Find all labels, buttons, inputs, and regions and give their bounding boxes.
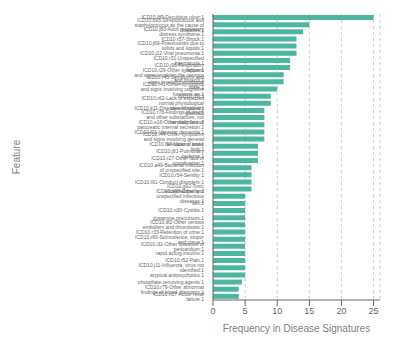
svg-text:ICD10.r44-Other symptomsand si: ICD10.r44-Other symptomsand signs involv… — [143, 131, 205, 147]
svg-text:15: 15 — [304, 306, 314, 316]
svg-text:ICD10.n30-Cystitis:1: ICD10.n30-Cystitis:1 — [158, 207, 204, 213]
svg-text:5: 5 — [243, 306, 248, 316]
svg-text:25: 25 — [369, 306, 379, 316]
svg-text:20: 20 — [336, 306, 346, 316]
svg-text:sex:1: sex:1 — [192, 200, 204, 206]
svg-text:0: 0 — [210, 306, 215, 316]
svg-text:ICD10.b95-Streptococcus andsta: ICD10.b95-Streptococcus andstaphylococcu… — [135, 17, 205, 33]
svg-text:ICD10.r54-Senility:1: ICD10.r54-Senility:1 — [159, 172, 204, 178]
svg-text:ICD10.n17-Acute renalfailure:1: ICD10.n17-Acute renalfailure:1 — [153, 291, 204, 302]
svg-text:rapid.acting.insulins:1: rapid.acting.insulins:1 — [156, 250, 204, 256]
svg-text:atypical.antipsychotics:1: atypical.antipsychotics:1 — [150, 272, 204, 278]
svg-text:Frequency in Disease Signature: Frequency in Disease Signatures — [223, 323, 370, 334]
svg-text:10: 10 — [272, 306, 282, 316]
svg-text:Feature: Feature — [11, 139, 22, 174]
